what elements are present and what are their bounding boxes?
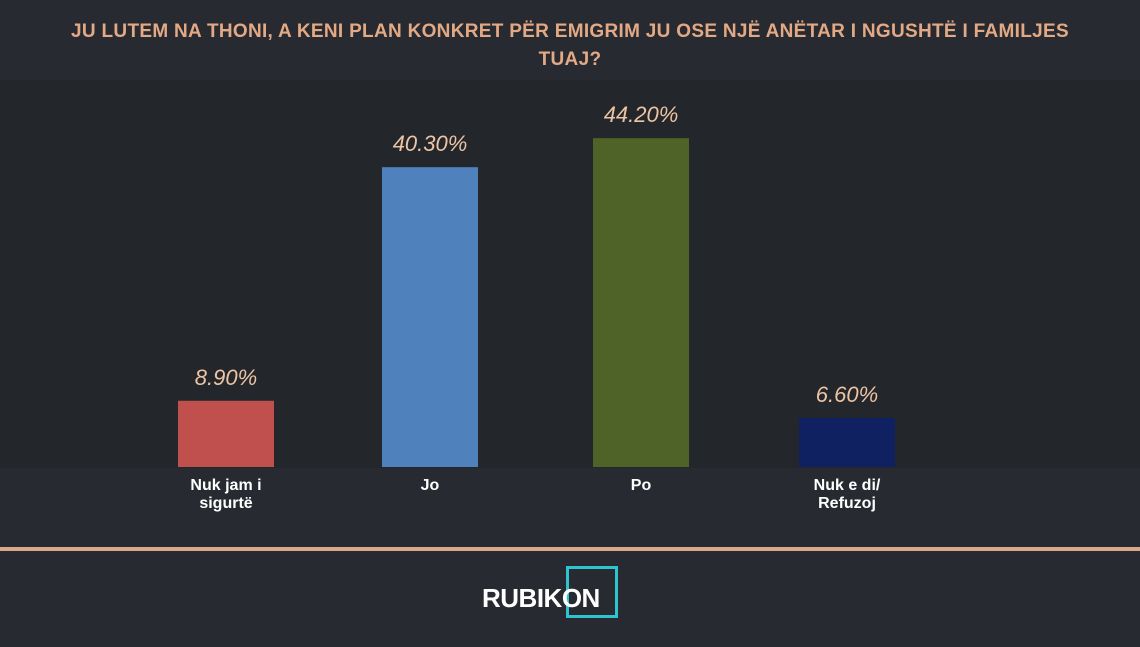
value-label: 8.90% <box>195 365 257 390</box>
bar <box>593 138 689 468</box>
x-tick-label: Jo <box>420 477 440 494</box>
x-tick-label: Nuk e di/ Refuzoj <box>813 477 881 512</box>
logo-frame <box>566 566 618 618</box>
bar <box>382 167 478 467</box>
x-tick-label: Po <box>630 477 652 494</box>
value-label: 40.30% <box>393 131 468 156</box>
x-tick-label: Nuk jam i sigurtë <box>190 477 262 512</box>
chart-title: JU LUTEM NA THONI, A KENI PLAN KONKRET P… <box>71 21 1069 70</box>
plot-area <box>0 80 1140 468</box>
bar <box>799 417 895 467</box>
value-label: 44.20% <box>604 102 679 127</box>
divider <box>0 547 1140 551</box>
value-label: 6.60% <box>816 382 878 407</box>
logo: RUBIKON <box>482 583 600 613</box>
bar <box>178 400 274 467</box>
